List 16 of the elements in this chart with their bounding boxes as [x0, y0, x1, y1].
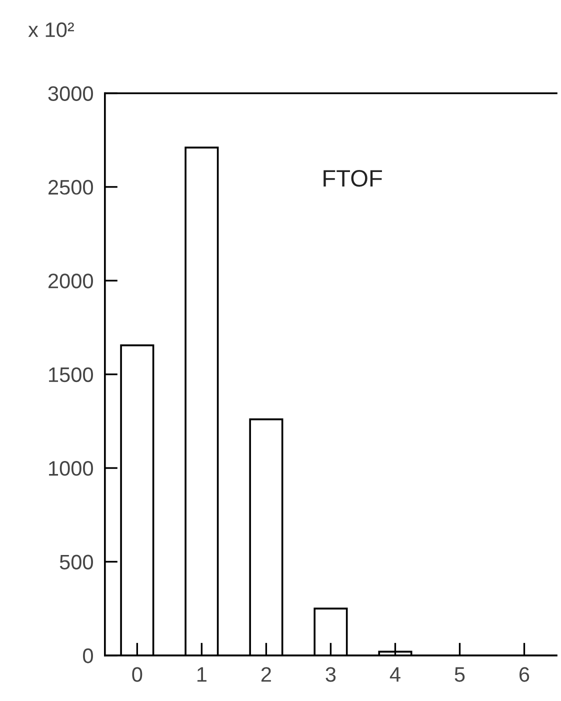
y-tick-label: 2500 [48, 180, 93, 195]
y-tick-label: 1000 [49, 461, 93, 476]
y-tick-label: 500 [60, 554, 93, 570]
y-tick-label: 1500 [49, 367, 93, 382]
x-tick-label: 5 [454, 667, 465, 682]
x-tick-label: 1 [197, 667, 206, 682]
x-tick-label: 2 [261, 667, 271, 682]
y-tick-label: 2000 [48, 274, 93, 288]
y-tick-label: 3000 [48, 86, 93, 101]
annotation: FTOF [324, 170, 382, 187]
text: x 10² [28, 22, 74, 38]
x-tick-label: 3 [326, 667, 336, 682]
x-tick-label: 4 [390, 667, 400, 682]
x-tick-label: 0 [132, 667, 142, 682]
y-tick-label: 0 [83, 648, 93, 664]
x-tick-label: 6 [520, 667, 530, 682]
